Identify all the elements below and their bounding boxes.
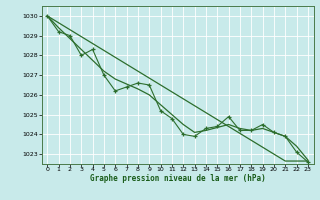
X-axis label: Graphe pression niveau de la mer (hPa): Graphe pression niveau de la mer (hPa) [90,174,266,183]
